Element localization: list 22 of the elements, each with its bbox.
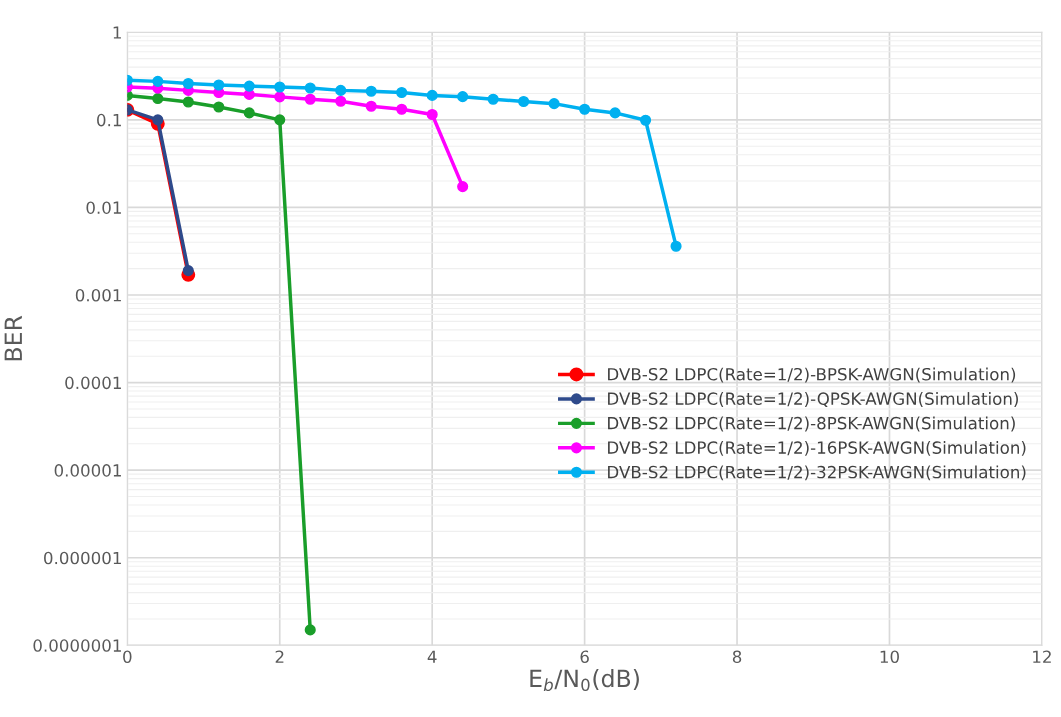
x-tick-label: 0 xyxy=(123,650,132,664)
x-tick-label: 4 xyxy=(427,650,437,663)
x-tick-label: 2 xyxy=(275,650,284,663)
x-tick-label: 8 xyxy=(732,650,742,664)
x-tick-label: 6 xyxy=(580,650,589,664)
legend-label: DVB-S2 LDPC(Rate=1/2)-QPSK-AWGN(Simulation) xyxy=(608,392,1018,407)
y-tick-label: 0.001 xyxy=(75,288,121,302)
x-tick-label: 12 xyxy=(1033,650,1051,663)
y-tick-label: 0.000001 xyxy=(44,551,121,565)
y-tick-label: 0.0001 xyxy=(65,376,121,390)
x-axis-title: E$_{b}$/N$_{0}$(dB) xyxy=(530,669,639,692)
legend-label: DVB-S2 LDPC(Rate=1/2)-16PSK-AWGN(Simulation) xyxy=(608,441,1026,456)
legend-label: DVB-S2 LDPC(Rate=1/2)-32PSK-AWGN(Simulation) xyxy=(608,465,1026,481)
y-tick-label: 0.01 xyxy=(86,201,121,214)
y-tick-label: 1 xyxy=(113,26,121,39)
y-tick-label: 0.00001 xyxy=(54,464,121,477)
legend-label: DVB-S2 LDPC(Rate=1/2)-BPSK-AWGN(Simulation) xyxy=(608,367,1016,383)
x-tick-label: 10 xyxy=(880,650,899,664)
y-axis-title: BER xyxy=(4,315,22,361)
y-tick-label: 0.0000001 xyxy=(33,639,121,652)
legend-label: DVB-S2 LDPC(Rate=1/2)-8PSK-AWGN(Simulation) xyxy=(608,416,1015,432)
y-tick-label: 0.1 xyxy=(97,113,121,127)
